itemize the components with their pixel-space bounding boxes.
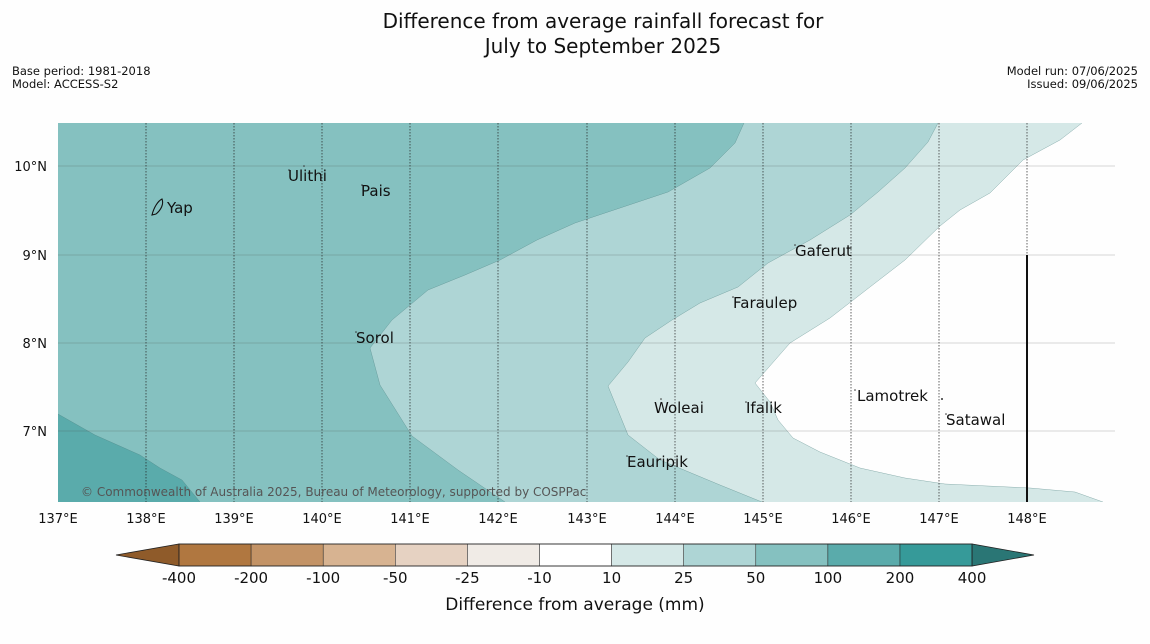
longitude-label: 145°E: [743, 512, 783, 527]
latitude-label: 7°N: [23, 425, 48, 440]
longitude-label: 141°E: [390, 512, 430, 527]
colorbar-swatch: [899, 543, 973, 567]
colorbar-tick-label: -100: [306, 569, 340, 587]
map-title: Difference from average rainfall forecas…: [0, 9, 1150, 59]
band-100-200: [58, 414, 200, 502]
latitude-label: 10°N: [14, 160, 47, 175]
colorbar: -400 -200 -100 -50 -25 -10 10 25 50 100 200 400: [115, 543, 1035, 587]
place-label: Ulithi: [288, 167, 327, 185]
place-label: Ifalik: [746, 399, 782, 417]
copyright-text: © Commonwealth of Australia 2025, Bureau…: [81, 485, 586, 499]
colorbar-swatch: [467, 543, 540, 567]
colorbar-high-extension: [971, 543, 1035, 567]
place-label: Yap: [166, 199, 193, 217]
rainfall-fill: [58, 123, 1115, 502]
colorbar-tick-label: 10: [602, 569, 621, 587]
yap-island: [151, 198, 164, 216]
colorbar-tick-label: -25: [455, 569, 480, 587]
longitude-label: 139°E: [214, 512, 254, 527]
longitude-label: 142°E: [478, 512, 518, 527]
gridlines: [58, 123, 1115, 502]
longitude-label: 144°E: [655, 512, 695, 527]
longitude-label: 146°E: [831, 512, 871, 527]
longitude-label: 143°E: [567, 512, 607, 527]
colorbar-swatch: [395, 543, 468, 567]
longitude-label: 137°E: [38, 512, 78, 527]
colorbar-tick-label: 200: [886, 569, 915, 587]
colorbar-tick-label: 25: [674, 569, 693, 587]
place-label: Gaferut: [795, 242, 852, 260]
longitude-label: 148°E: [1007, 512, 1047, 527]
colorbar-swatch: [755, 543, 829, 567]
island-dots: [288, 165, 947, 457]
colorbar-low-extension: [115, 543, 180, 567]
title-line-1: Difference from average rainfall forecas…: [382, 9, 824, 33]
longitude-label: 140°E: [302, 512, 342, 527]
longitude-axis: 137°E 138°E 139°E 140°E 141°E 142°E 143°E 144°E…: [38, 512, 1047, 527]
colorbar-tick-label: -400: [162, 569, 196, 587]
latitude-label: 8°N: [23, 337, 48, 352]
colorbar-swatch: [178, 543, 252, 567]
place-label: Pais: [361, 182, 391, 200]
colorbar-tick-label: 50: [746, 569, 765, 587]
colorbar-tick-label: 400: [958, 569, 987, 587]
colorbar-swatch: [539, 543, 612, 567]
meta-left: Base period: 1981-2018 Model: ACCESS-S2: [12, 65, 151, 91]
model-text: Model: ACCESS-S2: [12, 77, 119, 91]
band-below-10: [755, 123, 1115, 502]
colorbar-swatch: [611, 543, 684, 567]
colorbar-swatch: [827, 543, 901, 567]
colorbar-tick-label: -200: [234, 569, 268, 587]
base-period-text: Base period: 1981-2018: [12, 64, 151, 78]
place-label: Satawal: [946, 411, 1005, 429]
longitude-label: 138°E: [126, 512, 166, 527]
colorbar-swatch: [322, 543, 396, 567]
colorbar-tick-label: -10: [527, 569, 552, 587]
colorbar-tick-label: 100: [814, 569, 843, 587]
colorbar-title: Difference from average (mm): [445, 595, 704, 615]
meta-right: Model run: 07/06/2025 Issued: 09/06/2025: [1007, 65, 1138, 91]
place-label: Lamotrek: [857, 387, 928, 405]
colorbar-outline: [178, 543, 973, 567]
place-label: Eauripik: [627, 453, 688, 471]
title-line-2: July to September 2025: [484, 34, 722, 58]
model-run-text: Model run: 07/06/2025: [1006, 64, 1138, 78]
place-labels: Ulithi Pais Yap Gaferut Faraulep Sorol Lamotre…: [166, 167, 1005, 471]
longitude-label: 147°E: [919, 512, 959, 527]
place-label: Sorol: [356, 329, 394, 347]
issued-text: Issued: 09/06/2025: [1027, 77, 1138, 91]
latitude-label: 9°N: [23, 249, 48, 264]
place-label: Faraulep: [733, 294, 797, 312]
colorbar-swatch: [683, 543, 757, 567]
latitude-axis: 10°N 9°N 8°N 7°N: [14, 160, 47, 440]
colorbar-tick-label: -50: [383, 569, 408, 587]
colorbar-swatch: [250, 543, 324, 567]
place-label: Woleai: [654, 399, 704, 417]
